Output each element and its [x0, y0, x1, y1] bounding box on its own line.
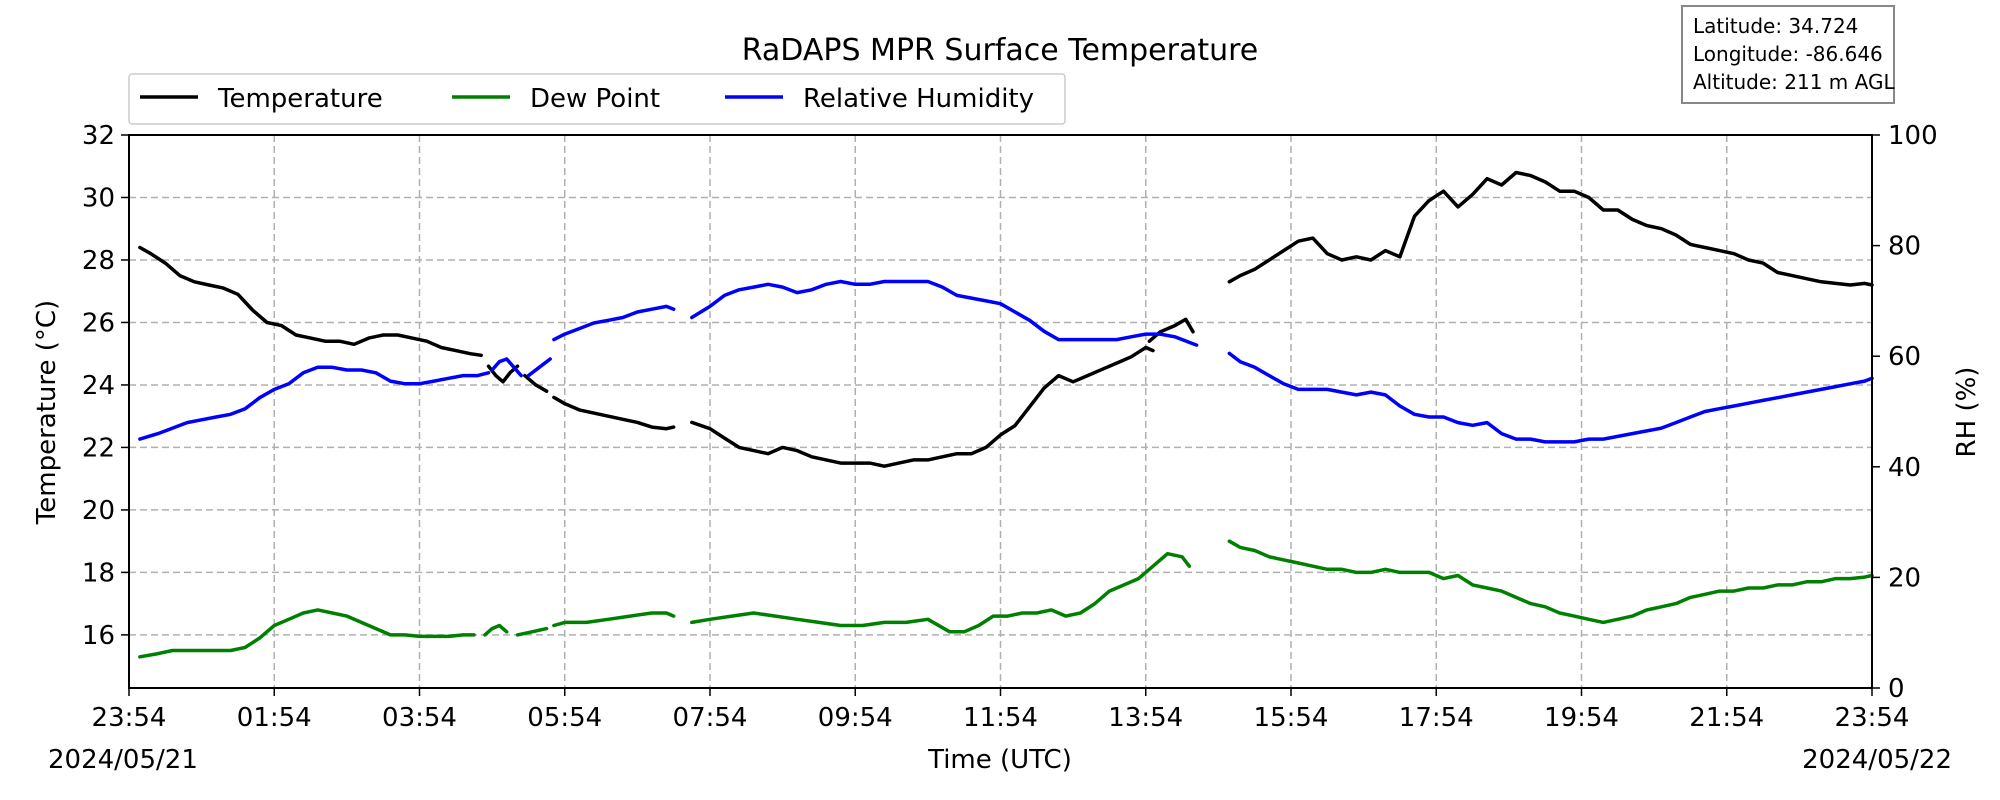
- series-line-temperature: [486, 364, 520, 384]
- y2-tick-label: 80: [1888, 232, 1921, 262]
- x-tick-label: 23:54: [1835, 703, 1910, 733]
- x-tick-label: 17:54: [1399, 703, 1474, 733]
- info-box: Latitude: 34.724 Longitude: -86.646 Alti…: [1681, 5, 1895, 104]
- y2-axis-label: RH (%): [1952, 367, 1982, 458]
- series-line-relative-humidity: [690, 279, 1199, 347]
- series-line-dew-point: [483, 623, 509, 637]
- plot-series: [138, 170, 1874, 659]
- x-tick-label: 03:54: [382, 703, 457, 733]
- grid: [129, 135, 1872, 688]
- info-altitude: Altitude: 211 m AGL: [1693, 70, 1895, 94]
- series-line-relative-humidity: [1227, 351, 1874, 444]
- y-tick-label: 30: [82, 183, 115, 213]
- series-line-temperature: [523, 373, 549, 393]
- x-axis-label: Time (UTC): [927, 745, 1072, 775]
- y-tick-label: 28: [82, 246, 115, 276]
- series-line-temperature: [690, 345, 1155, 468]
- x-tick-label: 13:54: [1108, 703, 1183, 733]
- y2-tick-label: 0: [1888, 674, 1905, 704]
- series-line-dew-point: [690, 551, 1192, 634]
- y2-tick-label: 40: [1888, 453, 1921, 483]
- x-tick-label: 07:54: [673, 703, 748, 733]
- y-tick-label: 20: [82, 496, 115, 526]
- info-longitude: Longitude: -86.646: [1693, 42, 1883, 66]
- x-tick-label: 09:54: [818, 703, 893, 733]
- legend-label-relative-humidity: Relative Humidity: [803, 84, 1034, 114]
- date-end-label: 2024/05/22: [1802, 745, 1952, 775]
- x-tick-label: 05:54: [527, 703, 602, 733]
- y2-tick-label: 100: [1888, 121, 1938, 151]
- series-line-temperature: [138, 245, 483, 358]
- date-start-label: 2024/05/21: [48, 745, 198, 775]
- series-line-temperature: [1227, 170, 1874, 287]
- series-line-dew-point: [515, 626, 549, 637]
- x-tick-label: 23:54: [92, 703, 167, 733]
- legend-label-temperature: Temperature: [217, 84, 383, 114]
- series-line-relative-humidity: [526, 357, 552, 378]
- y2-tick-label: 20: [1888, 563, 1921, 593]
- y-axis-label: Temperature (°C): [32, 300, 62, 525]
- chart-title: RaDAPS MPR Surface Temperature: [742, 33, 1259, 68]
- series-line-relative-humidity: [552, 304, 676, 342]
- series-line-relative-humidity: [490, 357, 523, 378]
- y-tick-label: 16: [82, 621, 115, 651]
- y-tick-label: 24: [82, 371, 115, 401]
- series-line-temperature: [552, 395, 676, 431]
- y-tick-label: 18: [82, 558, 115, 588]
- x-tick-label: 11:54: [963, 703, 1038, 733]
- y-tick-label: 26: [82, 308, 115, 338]
- y-tick-label: 32: [82, 121, 115, 151]
- y2-tick-label: 60: [1888, 342, 1921, 372]
- legend-label-dew-point: Dew Point: [530, 84, 660, 114]
- series-line-dew-point: [1227, 539, 1874, 625]
- x-tick-label: 19:54: [1544, 703, 1619, 733]
- info-latitude: Latitude: 34.724: [1693, 14, 1858, 38]
- series-line-relative-humidity: [138, 365, 491, 441]
- x-tick-label: 15:54: [1254, 703, 1329, 733]
- y-tick-label: 22: [82, 433, 115, 463]
- axes: 23:54 01:54 03:54 05:54 07:54 09:54 11:54 13:54…: [82, 121, 1938, 733]
- x-tick-label: 21:54: [1689, 703, 1764, 733]
- series-line-dew-point: [552, 611, 676, 628]
- series-line-dew-point: [138, 608, 476, 659]
- legend: Temperature Dew Point Relative Humidity: [128, 73, 1066, 125]
- x-tick-label: 01:54: [237, 703, 312, 733]
